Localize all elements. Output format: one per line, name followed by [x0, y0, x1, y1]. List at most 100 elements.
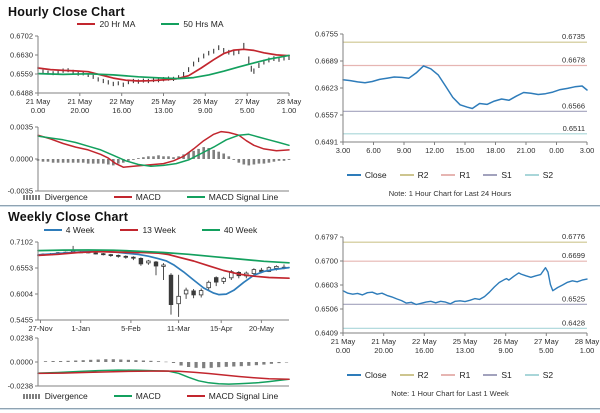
legend-label: 4 Week: [65, 225, 95, 235]
legend-item-r2: R2: [399, 370, 429, 380]
divergence-bar: [43, 361, 48, 362]
x-tick-label: 1.00: [282, 106, 297, 115]
series-macd: [37, 369, 290, 385]
divergence-bar: [71, 159, 75, 163]
legend-label: Divergence: [44, 192, 88, 202]
y-tick-label: 0.6491: [315, 138, 338, 147]
candle-body: [101, 253, 106, 256]
divergence-bar: [74, 360, 78, 362]
line-swatch-icon: [161, 23, 180, 25]
series-13-week: [37, 250, 290, 280]
legend-label: 13 Week: [142, 225, 176, 235]
y-tick-label: 0.6553: [10, 264, 33, 273]
divergence-bar: [262, 159, 266, 164]
pivot-value-label-r1: 0.6699: [562, 251, 585, 260]
y-tick-label: 0.6603: [315, 281, 338, 290]
x-tick-label: 16.00: [112, 106, 131, 115]
line-swatch-icon: [113, 196, 132, 198]
divergence-bar: [242, 159, 246, 165]
y-tick-label: 0.5455: [10, 316, 33, 325]
line-swatch-icon: [201, 229, 220, 231]
legend-item-13-week: 13 Week: [120, 225, 176, 235]
pivot-value-label-s1: 0.6566: [562, 101, 585, 110]
legend-item-s2: S2: [524, 170, 554, 180]
series-40-week: [37, 249, 290, 264]
divergence-bar: [157, 155, 160, 159]
candle-body: [206, 281, 211, 289]
x-tick-label: 21 May: [26, 97, 51, 106]
legend-label: R2: [417, 370, 429, 380]
candle-body: [198, 290, 204, 296]
x-tick-label: 0.00: [31, 106, 46, 115]
divergence-bar: [287, 159, 291, 160]
x-tick-label: 11-Mar: [167, 324, 191, 333]
y-tick-label: 0.0000: [10, 155, 33, 164]
candle-body: [108, 254, 113, 257]
divergence-bar: [86, 159, 90, 164]
pivot-chart-24h: 0.6735 0.6678 0.6566 0.6511 0.6755 0.6689 0.66…: [315, 30, 595, 156]
line-swatch-icon: [399, 374, 414, 376]
divergence-bar: [149, 360, 153, 362]
legend-label: MACD Signal Line: [208, 391, 279, 401]
legend-item-50-hrs-ma: 50 Hrs MA: [161, 19, 224, 29]
divergence-bar: [202, 362, 206, 369]
divergence-bar: [212, 149, 215, 159]
divergence-bar: [232, 362, 236, 367]
candle-body: [153, 261, 159, 267]
x-tick-label: 13.00: [456, 346, 475, 355]
x-tick-label: 26 May: [493, 337, 518, 346]
divergence-bar: [269, 362, 273, 364]
legend-label: Divergence: [44, 391, 88, 401]
y-tick-label: 0.6623: [315, 84, 338, 93]
x-tick-label: 16.00: [415, 346, 434, 355]
divergence-bar: [89, 359, 93, 362]
legend-item-divergence: Divergence: [22, 192, 88, 202]
legend-label: S2: [542, 170, 554, 180]
divergence-bar: [187, 362, 191, 367]
y-tick-label: 0.6557: [315, 111, 338, 120]
legend-item-s1: S1: [483, 370, 512, 380]
weekly-ma-legend: 4 Week 13 Week 40 Week: [4, 225, 297, 235]
divergence-bar: [239, 362, 243, 367]
x-tick-label: 20.00: [374, 346, 393, 355]
weekly-macd-chart: 0.0238 0.0000 -0.0238: [8, 334, 290, 391]
x-tick-label: 3.00: [336, 146, 351, 155]
y-tick-label: 0.0238: [10, 334, 33, 343]
x-tick-label: 21 May: [331, 337, 356, 346]
x-tick-label: 27 May: [235, 97, 260, 106]
x-tick-label: 20.00: [70, 106, 89, 115]
legend-item-close: Close: [346, 370, 387, 380]
divergence-bar: [284, 362, 289, 363]
y-tick-label: 0.7102: [10, 238, 33, 247]
line-swatch-icon: [441, 374, 456, 376]
x-tick-label: 3.00: [580, 146, 595, 155]
x-tick-label: 25 May: [151, 97, 176, 106]
candle-body: [213, 277, 219, 283]
legend-label: S1: [501, 170, 512, 180]
divergence-bar: [232, 159, 236, 160]
divergence-bar: [81, 159, 85, 163]
divergence-bar: [252, 159, 256, 165]
x-tick-label: 21 May: [67, 97, 92, 106]
candle-body: [138, 257, 144, 265]
divergence-bar: [164, 361, 168, 363]
legend-label: R2: [417, 170, 429, 180]
divergence-bar: [247, 159, 251, 166]
candle-body: [146, 260, 151, 264]
line-swatch-icon: [186, 196, 205, 198]
divergence-bar: [217, 151, 220, 159]
line-swatch-icon: [483, 174, 498, 176]
legend-label: MACD: [135, 192, 161, 202]
y-tick-label: 0.6702: [10, 32, 33, 41]
x-tick-label: 5.00: [539, 346, 554, 355]
x-tick-label: 21.00: [517, 146, 536, 155]
legend-item-r2: R2: [399, 170, 429, 180]
divergence-bar: [61, 159, 65, 163]
legend-item-r1: R1: [441, 170, 470, 180]
legend-label: 50 Hrs MA: [183, 19, 224, 29]
divergence-bar: [107, 159, 110, 165]
legend-label: S1: [501, 370, 512, 380]
pivot-value-label-r1: 0.6678: [562, 56, 585, 65]
hourly-macd-chart: 0.0035 0.0000 -0.0035: [8, 123, 291, 196]
